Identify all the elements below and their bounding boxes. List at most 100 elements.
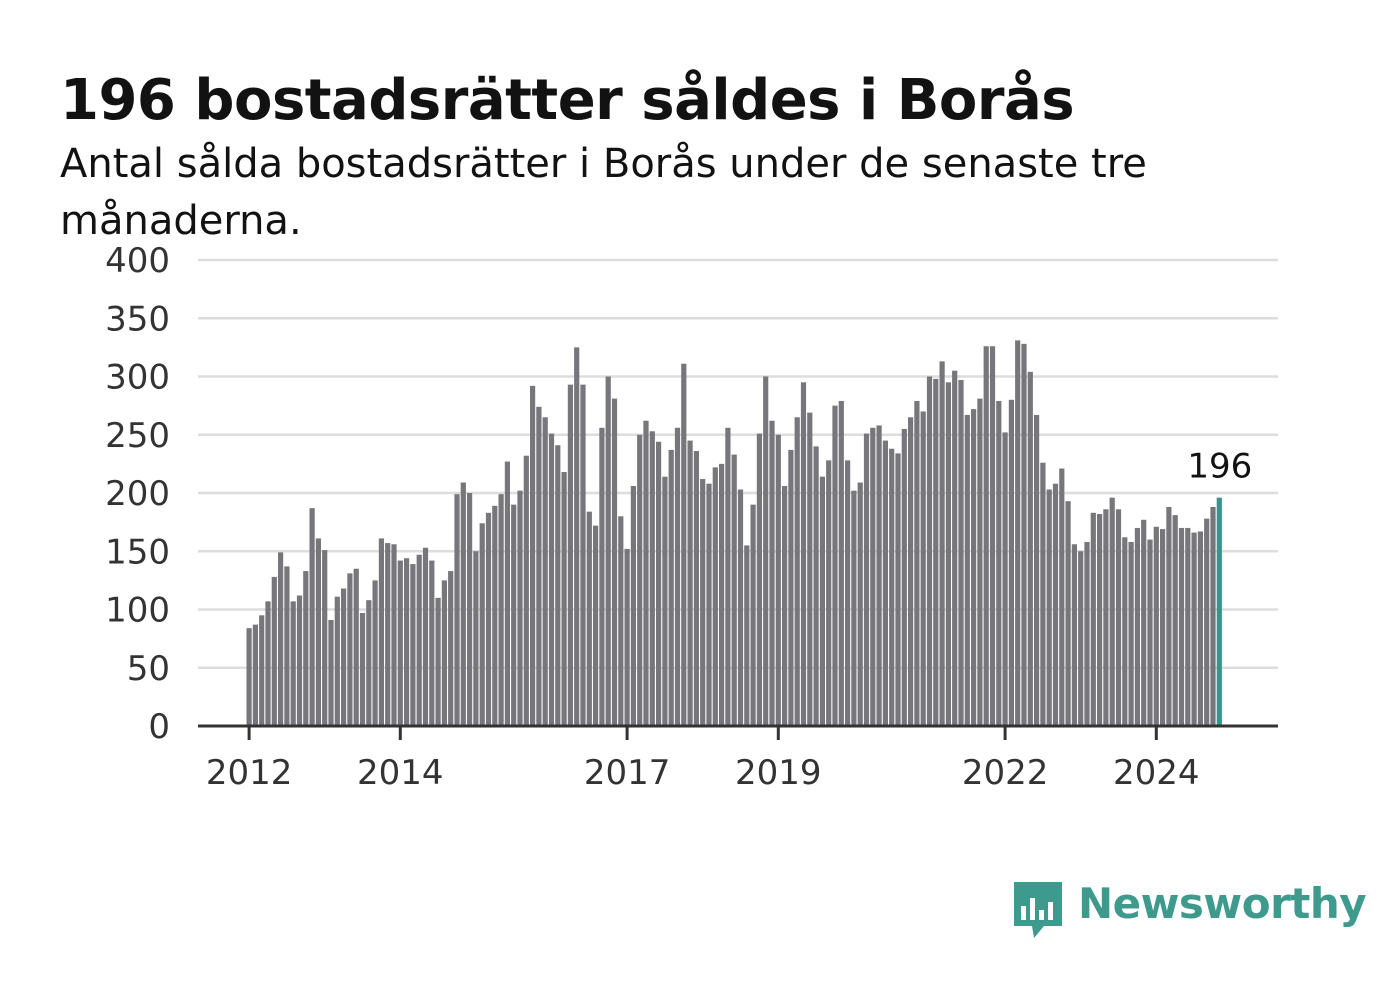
bar [700, 479, 706, 726]
bar [933, 378, 939, 726]
bar [448, 571, 454, 726]
bar [782, 486, 788, 726]
bar [1166, 506, 1172, 726]
bar [1090, 512, 1096, 726]
bar [775, 434, 781, 726]
bar [385, 543, 391, 726]
y-tick-label: 350 [105, 299, 170, 339]
bar [763, 376, 769, 726]
bar [517, 490, 523, 726]
chart-subtitle: Antal sålda bostadsrätter i Borås under … [60, 141, 1147, 244]
bar [706, 483, 712, 726]
bar [668, 449, 674, 726]
bar [410, 564, 416, 726]
bar [391, 544, 397, 726]
bar [769, 420, 775, 726]
y-tick-label: 250 [105, 416, 170, 456]
bar [750, 504, 756, 726]
bar [681, 363, 687, 726]
bar [479, 523, 485, 726]
bar [1153, 526, 1159, 726]
bar [485, 512, 492, 726]
bar [1197, 531, 1203, 726]
bar [977, 398, 983, 726]
bar [328, 619, 334, 726]
newsworthy-icon [1014, 882, 1062, 938]
bar [1065, 501, 1071, 726]
brand-name: Newsworthy [1078, 879, 1367, 928]
newsworthy-logo: Newsworthy [1012, 880, 1367, 940]
bar [284, 566, 290, 726]
bar [1185, 527, 1191, 726]
bar [1141, 519, 1147, 726]
y-axis-labels: 0 50 100 150 200 250 300 350 400 [105, 241, 170, 747]
bar [454, 494, 460, 726]
y-tick-label: 100 [105, 591, 170, 631]
bar [1027, 371, 1033, 726]
bar [586, 511, 592, 726]
bar [952, 370, 958, 726]
bar [662, 476, 668, 726]
bar [914, 400, 920, 726]
bar [624, 548, 630, 726]
bar [996, 400, 1002, 726]
bar [435, 597, 441, 726]
bar [989, 346, 996, 726]
bar [246, 628, 252, 726]
bar [712, 467, 718, 726]
bar [895, 453, 901, 726]
bars [246, 340, 1222, 726]
bar [901, 428, 907, 726]
bar [593, 525, 599, 726]
bar [265, 601, 271, 726]
bar [492, 505, 498, 726]
bar [536, 406, 542, 726]
bar [278, 552, 284, 726]
bar [737, 489, 744, 726]
bar [580, 384, 586, 726]
bar [1204, 518, 1210, 726]
bar [555, 445, 561, 726]
bar [611, 398, 618, 726]
bar [353, 568, 359, 726]
bar [674, 427, 681, 726]
bar [1046, 489, 1052, 726]
bar [693, 451, 699, 726]
bar [926, 376, 933, 726]
bar [845, 460, 851, 726]
bar [618, 516, 624, 726]
bar [1103, 509, 1109, 726]
bar [259, 615, 265, 726]
bar [1040, 462, 1046, 726]
bar [1021, 343, 1027, 726]
bar [731, 454, 737, 726]
bar [1097, 513, 1103, 726]
bar [1172, 515, 1178, 726]
bar [945, 382, 951, 726]
bar [542, 417, 548, 726]
bar [870, 427, 876, 726]
bar [341, 588, 347, 726]
bar [649, 431, 655, 726]
bar [1071, 544, 1077, 726]
bar [429, 560, 435, 726]
bar [1210, 506, 1216, 726]
bar [1059, 468, 1065, 726]
bar [920, 411, 926, 726]
bar [441, 580, 447, 726]
latest-value-label: 196 [1187, 447, 1252, 487]
bar [788, 449, 794, 726]
bar [372, 580, 378, 726]
bar [643, 420, 649, 726]
bar [756, 433, 762, 726]
x-tick-label: 2012 [206, 753, 293, 793]
bar [334, 596, 340, 726]
bar [719, 463, 725, 726]
bar [422, 547, 429, 726]
bar [725, 427, 731, 726]
bar [687, 440, 693, 726]
bar [467, 493, 473, 726]
y-tick-label: 200 [105, 474, 170, 514]
bar [315, 538, 321, 726]
bar [1015, 340, 1021, 726]
